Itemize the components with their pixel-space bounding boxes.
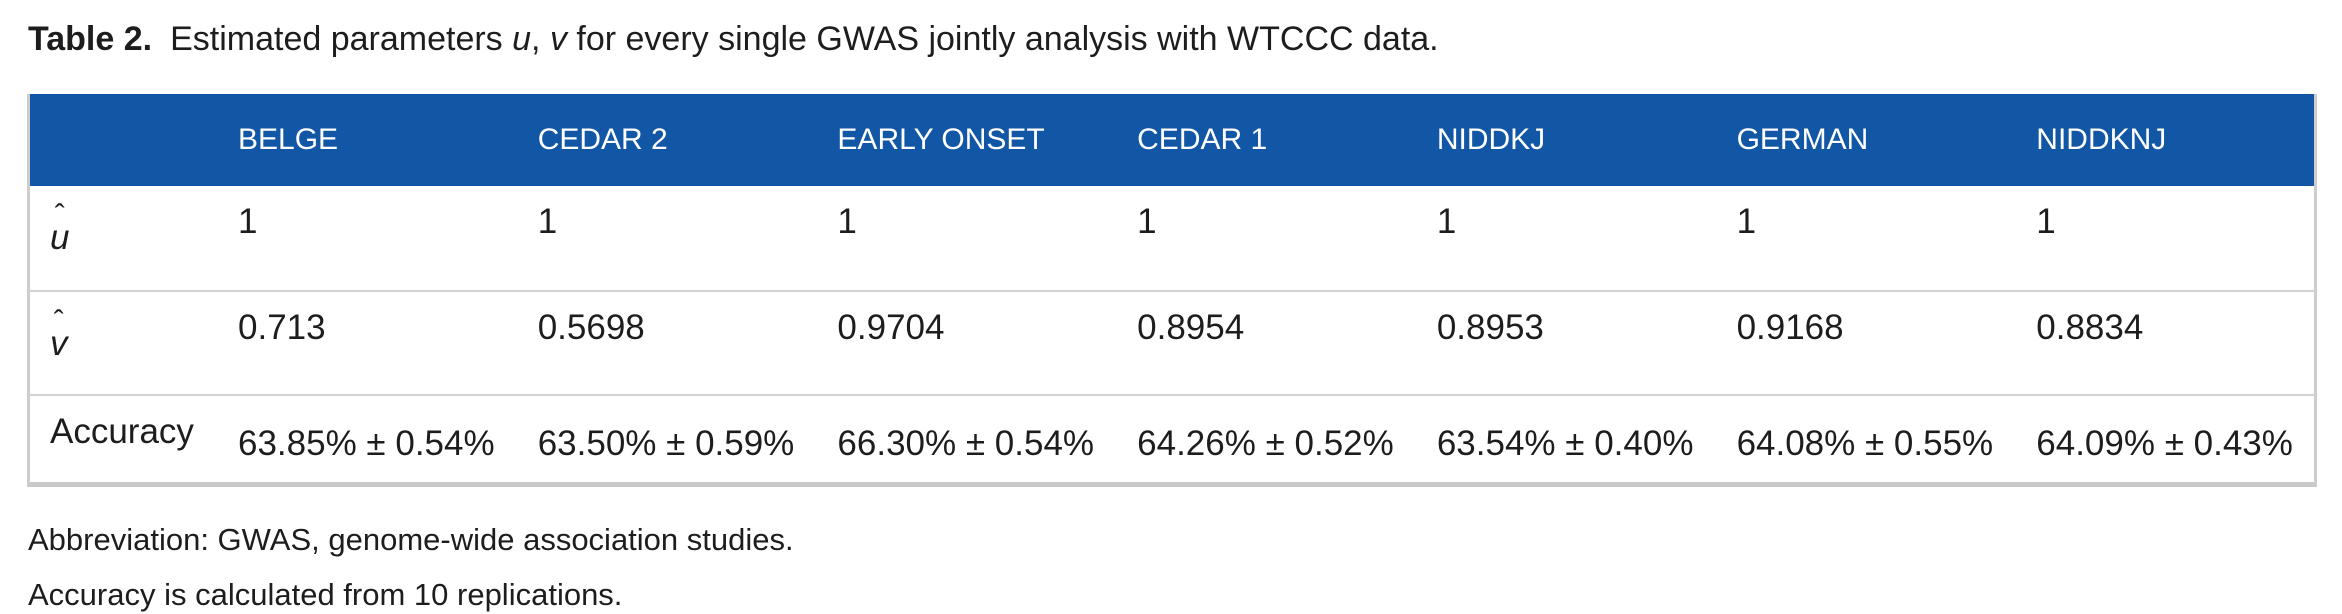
table-cell: 0.8954 bbox=[1137, 308, 1245, 347]
column-header: CEDAR 1 bbox=[1137, 123, 1268, 156]
table-row-accuracy: Accuracy 63.85% ± 0.54% 63.50% ± 0.59% 6… bbox=[30, 394, 2314, 482]
caption-text-2: for every single GWAS jointly analysis w… bbox=[566, 20, 1439, 58]
table-cell: 0.8953 bbox=[1436, 308, 1544, 347]
table-cell: 0.5698 bbox=[537, 308, 645, 347]
table-cell: 1 bbox=[1736, 202, 1757, 241]
results-table: BELGE CEDAR 2 EARLY ONSET CEDAR 1 NIDDKJ… bbox=[27, 94, 2317, 487]
caption-var-u: u bbox=[512, 20, 532, 58]
table-header-row: BELGE CEDAR 2 EARLY ONSET CEDAR 1 NIDDKJ… bbox=[30, 94, 2314, 186]
table-cell: 1 bbox=[238, 202, 258, 241]
table-cell: 64.08% ± 0.55% bbox=[1736, 424, 1994, 463]
table-caption: Table 2. Estimated parameters u, v for ev… bbox=[28, 20, 1439, 59]
caption-var-v: v bbox=[549, 20, 567, 58]
column-header: NIDDKNJ bbox=[2036, 123, 2167, 156]
circumflex-accent: ˆ bbox=[54, 199, 65, 232]
footnote-abbreviation: Abbreviation: GWAS, genome-wide associat… bbox=[28, 522, 794, 557]
table-number: Table 2. bbox=[28, 20, 153, 58]
caption-text-1: Estimated parameters bbox=[170, 20, 513, 58]
column-header: CEDAR 2 bbox=[537, 123, 668, 156]
table-cell: 1 bbox=[1436, 202, 1457, 241]
table-cell: 63.54% ± 0.40% bbox=[1436, 424, 1694, 463]
table-cell: 0.8834 bbox=[2036, 308, 2144, 347]
table-cell: 63.85% ± 0.54% bbox=[238, 424, 495, 463]
table-cell: 66.30% ± 0.54% bbox=[837, 424, 1095, 463]
table-cell: 1 bbox=[2036, 202, 2056, 241]
table-cell: 0.9704 bbox=[837, 308, 945, 347]
circumflex-accent: ˆ bbox=[53, 305, 64, 338]
column-header: BELGE bbox=[238, 123, 339, 156]
table-cell: 64.26% ± 0.52% bbox=[1137, 424, 1394, 463]
footnote-accuracy: Accuracy is calculated from 10 replicati… bbox=[28, 577, 623, 612]
variable-letter: u bbox=[50, 218, 70, 253]
table-cell: 64.09% ± 0.43% bbox=[2036, 424, 2293, 463]
caption-separator: , bbox=[531, 20, 550, 58]
table-cell: 63.50% ± 0.59% bbox=[537, 424, 795, 463]
table-footnotes: Abbreviation: GWAS, genome-wide associat… bbox=[28, 512, 794, 614]
table-cell: 1 bbox=[837, 202, 857, 241]
table-cell: 0.713 bbox=[238, 308, 326, 347]
row-label-accuracy: Accuracy bbox=[50, 412, 194, 451]
table-cell: 0.9168 bbox=[1736, 308, 1844, 347]
column-header: EARLY ONSET bbox=[837, 123, 1045, 156]
table-cell: 1 bbox=[1137, 202, 1157, 241]
column-header: NIDDKJ bbox=[1436, 123, 1546, 156]
column-header: GERMAN bbox=[1736, 123, 1869, 156]
table-cell: 1 bbox=[537, 202, 558, 241]
variable-letter: v bbox=[50, 324, 68, 359]
